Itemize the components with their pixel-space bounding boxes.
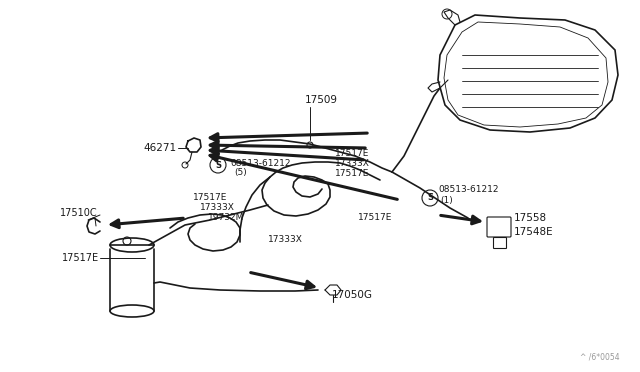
Text: 17517E: 17517E <box>193 193 227 202</box>
Text: 17558: 17558 <box>514 213 547 223</box>
Text: 19732M: 19732M <box>208 214 244 222</box>
Text: 46271: 46271 <box>143 143 176 153</box>
Text: 17333X: 17333X <box>335 158 370 167</box>
Text: S: S <box>427 193 433 202</box>
Text: 17509: 17509 <box>305 95 338 105</box>
Text: 08513-61212: 08513-61212 <box>438 186 499 195</box>
Text: 17517E: 17517E <box>358 214 392 222</box>
Text: 17333X: 17333X <box>268 235 303 244</box>
Text: ^ /6*0054: ^ /6*0054 <box>580 353 620 362</box>
Text: 17050G: 17050G <box>332 290 373 300</box>
Text: 17548E: 17548E <box>514 227 554 237</box>
Text: 17517E: 17517E <box>335 148 369 157</box>
Text: 08513-61212: 08513-61212 <box>230 158 291 167</box>
Text: (5): (5) <box>234 169 247 177</box>
Text: 17333X: 17333X <box>200 203 235 212</box>
Text: 17517E: 17517E <box>62 253 99 263</box>
Text: (1): (1) <box>440 196 452 205</box>
Text: 17510C: 17510C <box>60 208 98 218</box>
Text: S: S <box>215 160 221 170</box>
Text: 17517E: 17517E <box>335 169 369 177</box>
